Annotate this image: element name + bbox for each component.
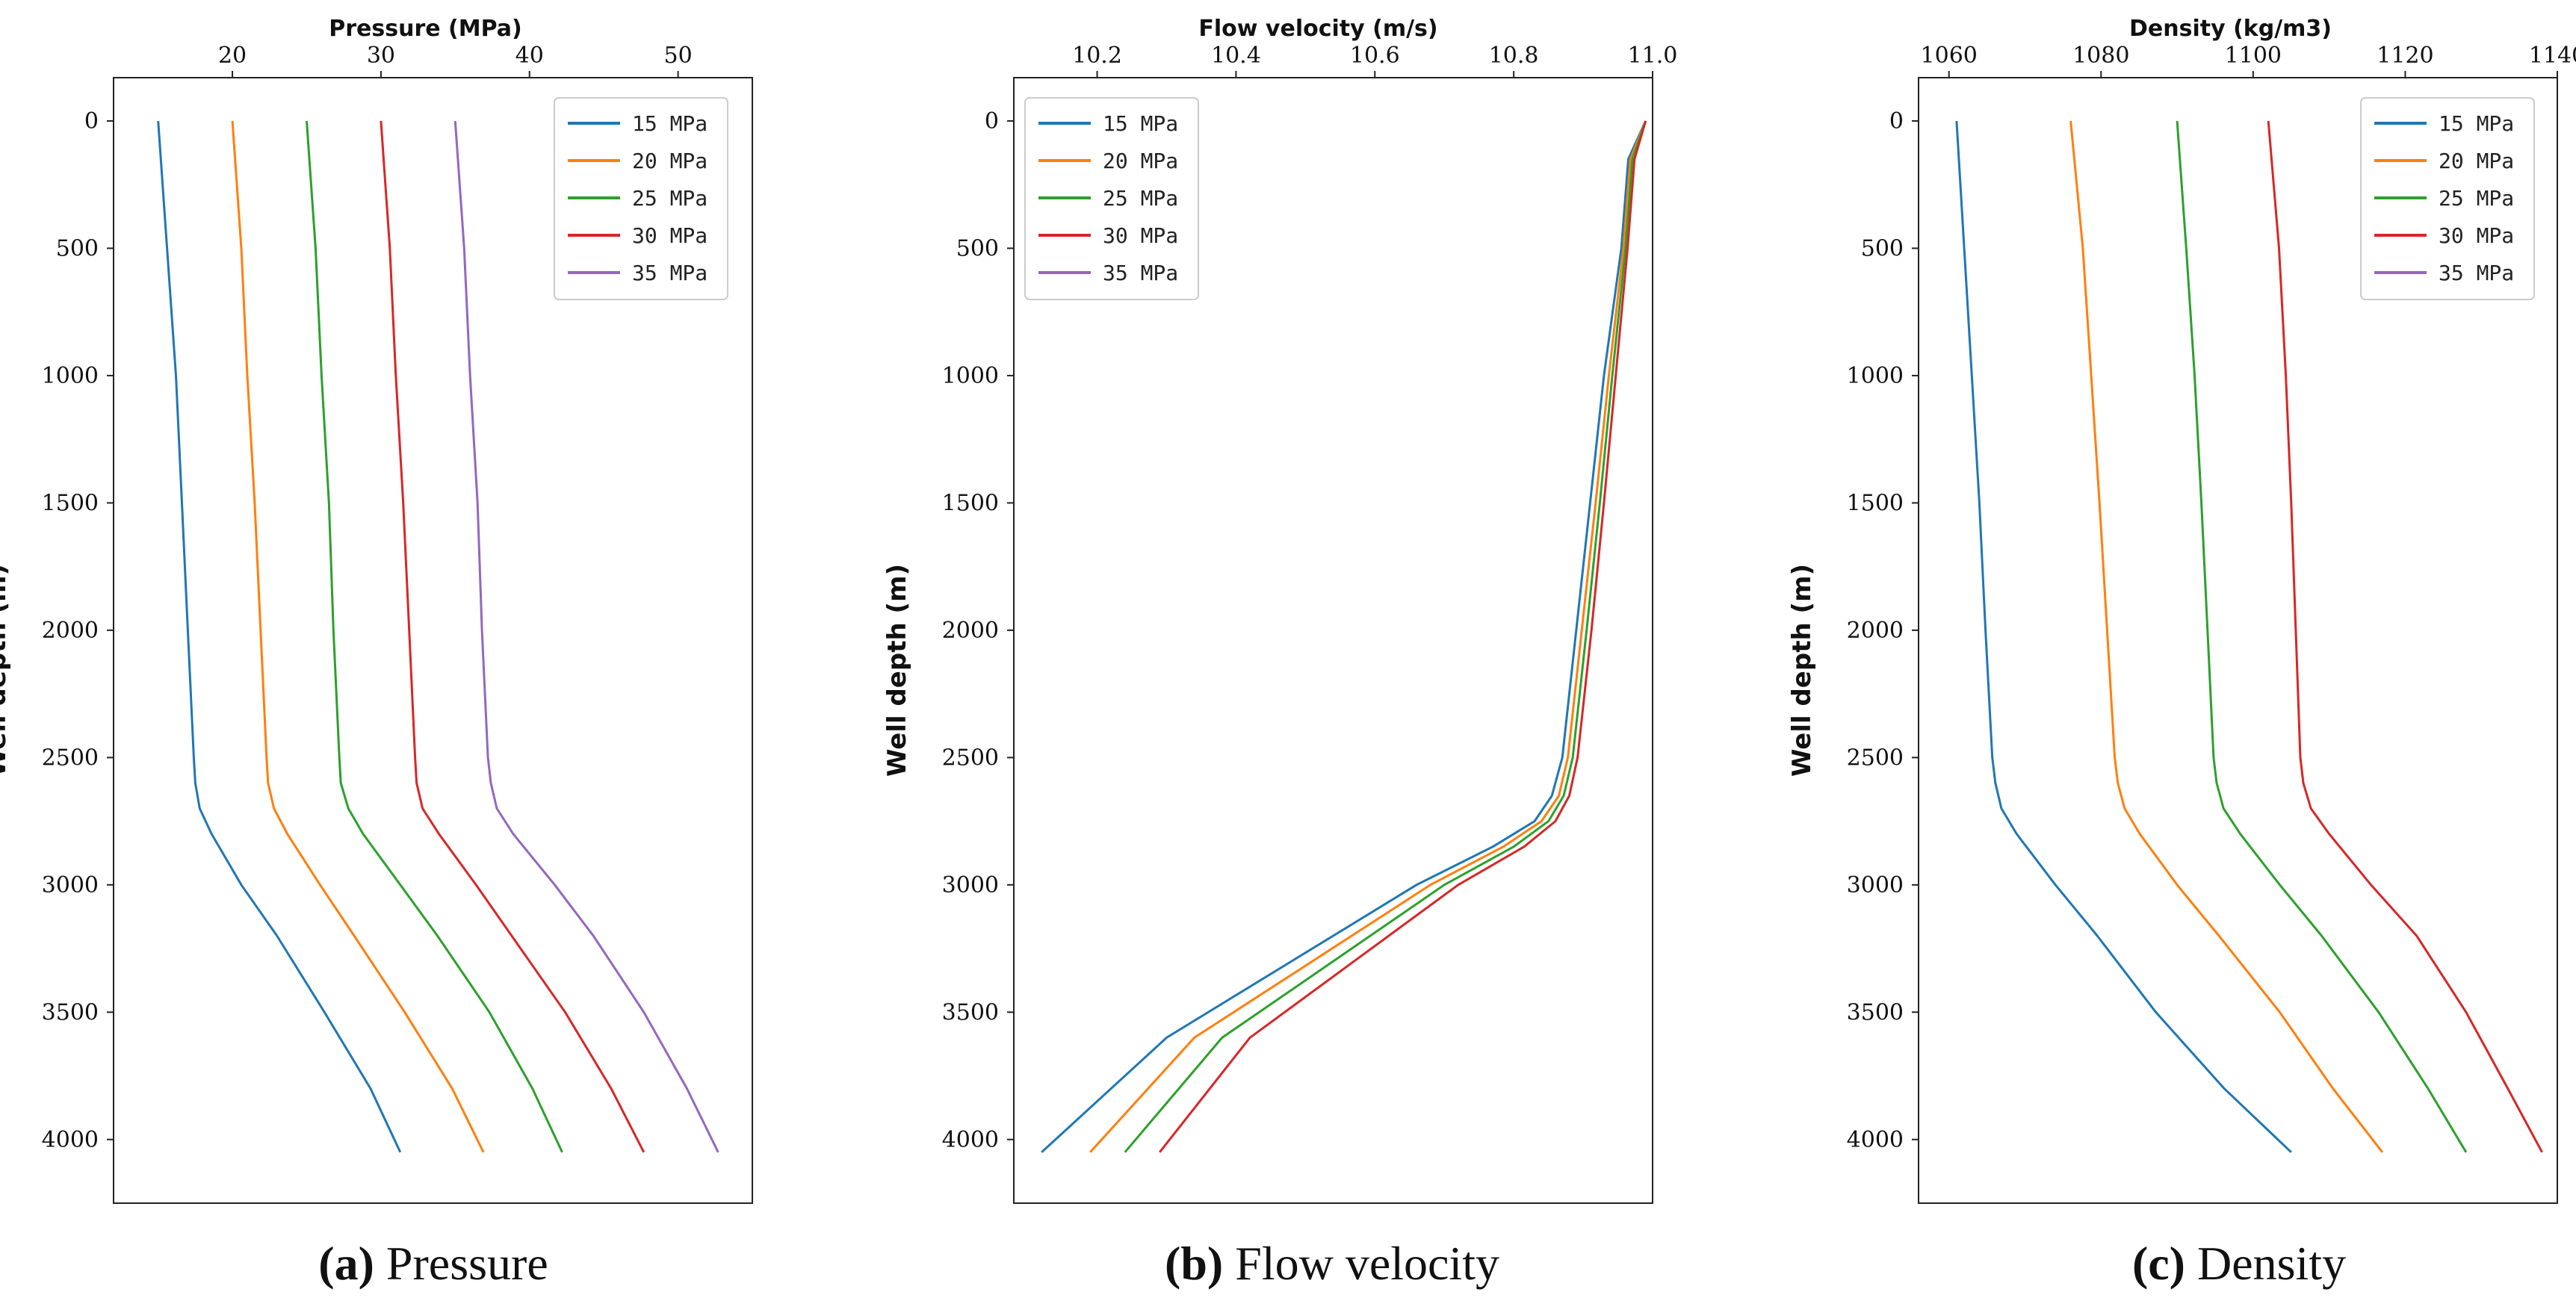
- y-tick-label: 2500: [942, 745, 999, 771]
- series-line-30-mpa: [380, 120, 645, 1153]
- y-tick-label: 3000: [942, 872, 999, 898]
- legend-label: 15 MPa: [1103, 111, 1178, 136]
- y-tick-label: 0: [1889, 108, 1904, 134]
- x-tick-label: 11.0: [1628, 43, 1678, 69]
- series-line-30-mpa: [2267, 120, 2543, 1153]
- caption-letter: (c): [2132, 1237, 2185, 1290]
- series-line-35-mpa: [453, 120, 719, 1153]
- legend-label: 25 MPa: [1103, 186, 1178, 211]
- y-tick-label: 4000: [942, 1127, 999, 1153]
- y-tick-label: 1000: [42, 363, 99, 389]
- legend-box: [1024, 97, 1199, 300]
- y-tick-label: 1500: [1847, 490, 1904, 516]
- series-line-15-mpa: [1955, 120, 2292, 1153]
- legend-label: 20 MPa: [632, 149, 708, 173]
- panel-caption: (a) Pressure: [318, 1237, 548, 1290]
- legend-label: 15 MPa: [2439, 111, 2514, 136]
- y-tick-label: 4000: [42, 1127, 99, 1153]
- y-tick-label: 3000: [1847, 872, 1904, 898]
- x-tick-label: 1080: [2072, 43, 2129, 69]
- legend-label: 35 MPa: [2439, 261, 2514, 285]
- series-line-20-mpa: [2069, 120, 2384, 1153]
- x-tick-label: 30: [367, 43, 395, 69]
- series-line-30-mpa: [1159, 120, 1647, 1153]
- legend-label: 20 MPa: [1103, 149, 1178, 173]
- legend-label: 30 MPa: [632, 223, 708, 248]
- x-tick-label: 1100: [2225, 43, 2282, 69]
- y-tick-label: 3500: [1847, 999, 1904, 1025]
- x-tick-label: 50: [663, 43, 692, 69]
- y-tick-label: 1000: [942, 363, 999, 389]
- legend-label: 25 MPa: [2439, 186, 2514, 211]
- legend-label: 35 MPa: [632, 261, 708, 285]
- plot-frame: [113, 77, 753, 1204]
- y-tick-label: 1500: [942, 490, 999, 516]
- series-line-15-mpa: [1041, 120, 1647, 1153]
- y-tick-label: 2500: [42, 745, 99, 771]
- y-tick-label: 4000: [1847, 1127, 1904, 1153]
- caption-letter: (b): [1165, 1237, 1223, 1290]
- y-tick-label: 0: [985, 108, 999, 134]
- y-tick-label: 3500: [942, 999, 999, 1025]
- x-tick-label: 10.4: [1211, 43, 1261, 69]
- pressure-chart: Pressure (MPa)20 30 40 50050010001500200025…: [0, 16, 753, 1290]
- caption-letter: (a): [318, 1237, 374, 1290]
- legend-label: 20 MPa: [2439, 149, 2514, 173]
- y-tick-label: 2000: [942, 618, 999, 644]
- y-axis-label: Well depth (m): [1787, 564, 1817, 777]
- x-tick-label: 1060: [1921, 43, 1978, 69]
- axis-title: Pressure (MPa): [329, 16, 522, 42]
- series-line-15-mpa: [157, 120, 402, 1153]
- x-tick-label: 10.2: [1072, 43, 1122, 69]
- caption-text: Density: [2185, 1237, 2346, 1290]
- plot-frame: [1013, 77, 1653, 1204]
- y-tick-label: 1500: [42, 490, 99, 516]
- x-tick-label: 10.6: [1350, 43, 1400, 69]
- x-tick-label: 10.8: [1489, 43, 1539, 69]
- axis-title: Flow velocity (m/s): [1198, 16, 1437, 42]
- y-tick-label: 3000: [42, 872, 99, 898]
- legend-label: 15 MPa: [632, 111, 708, 136]
- y-tick-label: 2000: [42, 618, 99, 644]
- series-line-20-mpa: [1089, 120, 1647, 1153]
- series-line-20-mpa: [231, 120, 485, 1153]
- x-tick-label: 40: [515, 43, 544, 69]
- y-axis-label: Well depth (m): [0, 564, 12, 777]
- caption-text: Pressure: [374, 1237, 548, 1290]
- y-axis-label: Well depth (m): [882, 564, 912, 777]
- y-tick-label: 2500: [1847, 745, 1904, 771]
- x-tick-label: 20: [218, 43, 247, 69]
- y-tick-label: 0: [84, 108, 99, 134]
- flow-velocity-chart: Flow velocity (m/s) 10.2 10.4 10.6 10.8 11.0 0…: [882, 16, 1677, 1290]
- series-line-25-mpa: [306, 120, 563, 1153]
- y-tick-label: 500: [1861, 235, 1904, 261]
- series-line-25-mpa: [2176, 120, 2468, 1153]
- legend-box: [554, 97, 728, 300]
- y-tick-label: 3500: [42, 999, 99, 1025]
- x-tick-label: 1120: [2377, 43, 2433, 69]
- legend-box: [2360, 97, 2535, 300]
- y-tick-label: 2000: [1847, 618, 1904, 644]
- axis-title: Density (kg/m3): [2129, 16, 2332, 42]
- legend-label: 35 MPa: [1103, 261, 1178, 285]
- y-tick-label: 1000: [1847, 363, 1904, 389]
- y-tick-label: 500: [56, 235, 99, 261]
- legend-label: 25 MPa: [632, 186, 708, 211]
- plot-frame: [1918, 77, 2558, 1204]
- legend-label: 30 MPa: [2439, 223, 2514, 248]
- y-tick-label: 500: [956, 235, 999, 261]
- caption-text: Flow velocity: [1223, 1237, 1499, 1290]
- legend-label: 30 MPa: [1103, 223, 1178, 248]
- panel-caption: (b) Flow velocity: [1165, 1237, 1499, 1290]
- series-line-25-mpa: [1124, 120, 1647, 1153]
- panel-caption: (c) Density: [2132, 1237, 2346, 1290]
